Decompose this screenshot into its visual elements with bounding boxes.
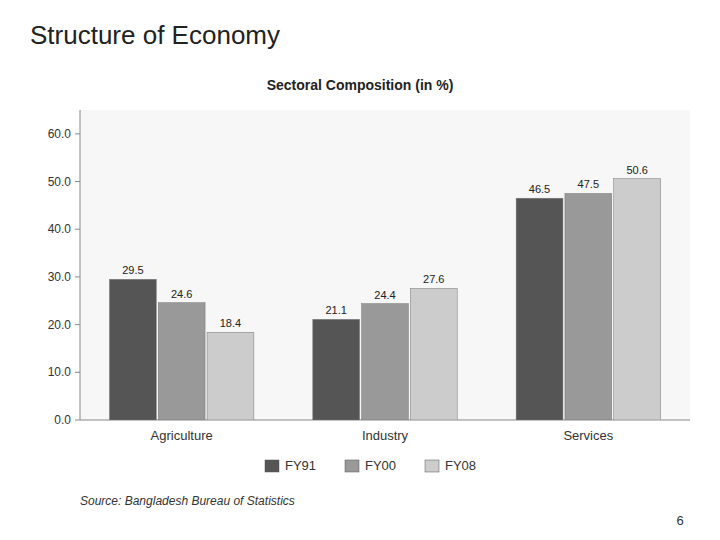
y-tick-label: 40.0 bbox=[48, 222, 72, 236]
bar bbox=[516, 198, 563, 420]
data-label: 46.5 bbox=[529, 183, 550, 195]
y-tick-label: 0.0 bbox=[54, 413, 71, 427]
data-label: 29.5 bbox=[122, 264, 143, 276]
legend-swatch bbox=[425, 460, 439, 472]
y-tick-label: 10.0 bbox=[48, 365, 72, 379]
data-label: 18.4 bbox=[220, 317, 241, 329]
bar bbox=[158, 303, 205, 420]
y-tick bbox=[75, 324, 80, 325]
page-number: 6 bbox=[676, 513, 683, 528]
data-label: 27.6 bbox=[423, 273, 444, 285]
page: {"chart_data": { "type": "bar", "title":… bbox=[0, 0, 720, 540]
bar bbox=[362, 304, 409, 420]
y-axis: 0.0 10.0 20.0 30.0 40.0 50.0 60.0 bbox=[48, 110, 80, 427]
data-label: 50.6 bbox=[626, 164, 647, 176]
legend-label: FY08 bbox=[445, 458, 476, 473]
y-tick bbox=[75, 181, 80, 182]
plot-background bbox=[80, 110, 690, 420]
data-label: 21.1 bbox=[325, 304, 346, 316]
subtitle: Sectoral Composition (in %) bbox=[267, 77, 454, 93]
y-tick-label: 50.0 bbox=[48, 175, 72, 189]
y-axis-line bbox=[80, 110, 81, 420]
y-tick-label: 60.0 bbox=[48, 127, 72, 141]
y-tick bbox=[75, 133, 80, 134]
y-tick bbox=[75, 276, 80, 277]
source-note: Source: Bangladesh Bureau of Statistics bbox=[80, 494, 295, 508]
legend-swatch bbox=[345, 460, 359, 472]
legend-label: FY91 bbox=[285, 458, 316, 473]
y-tick-label: 20.0 bbox=[48, 318, 72, 332]
bar bbox=[565, 193, 612, 420]
x-axis: Agriculture Industry Services bbox=[80, 420, 690, 443]
bar bbox=[410, 288, 457, 420]
x-tick-label: Services bbox=[563, 428, 613, 443]
legend-swatch bbox=[265, 460, 279, 472]
bar bbox=[207, 332, 254, 420]
legend: FY91 FY00 FY08 bbox=[265, 458, 476, 473]
x-tick-label: Agriculture bbox=[151, 428, 213, 443]
data-label: 24.4 bbox=[374, 289, 395, 301]
y-tick bbox=[75, 372, 80, 373]
bars bbox=[109, 179, 660, 420]
bar bbox=[109, 279, 156, 420]
data-label: 47.5 bbox=[578, 178, 599, 190]
chart: Structure of Economy Sectoral Composition… bbox=[0, 0, 720, 540]
data-label: 24.6 bbox=[171, 288, 192, 300]
legend-label: FY00 bbox=[365, 458, 396, 473]
title: Structure of Economy bbox=[30, 20, 280, 50]
y-tick-label: 30.0 bbox=[48, 270, 72, 284]
y-tick bbox=[75, 229, 80, 230]
y-tick bbox=[75, 420, 80, 421]
bar bbox=[614, 179, 661, 420]
bar bbox=[313, 319, 360, 420]
data-labels: 29.5 21.1 46.5 24.6 24.4 47.5 18.4 27.6 50.6 bbox=[122, 164, 648, 330]
x-tick-label: Industry bbox=[362, 428, 409, 443]
